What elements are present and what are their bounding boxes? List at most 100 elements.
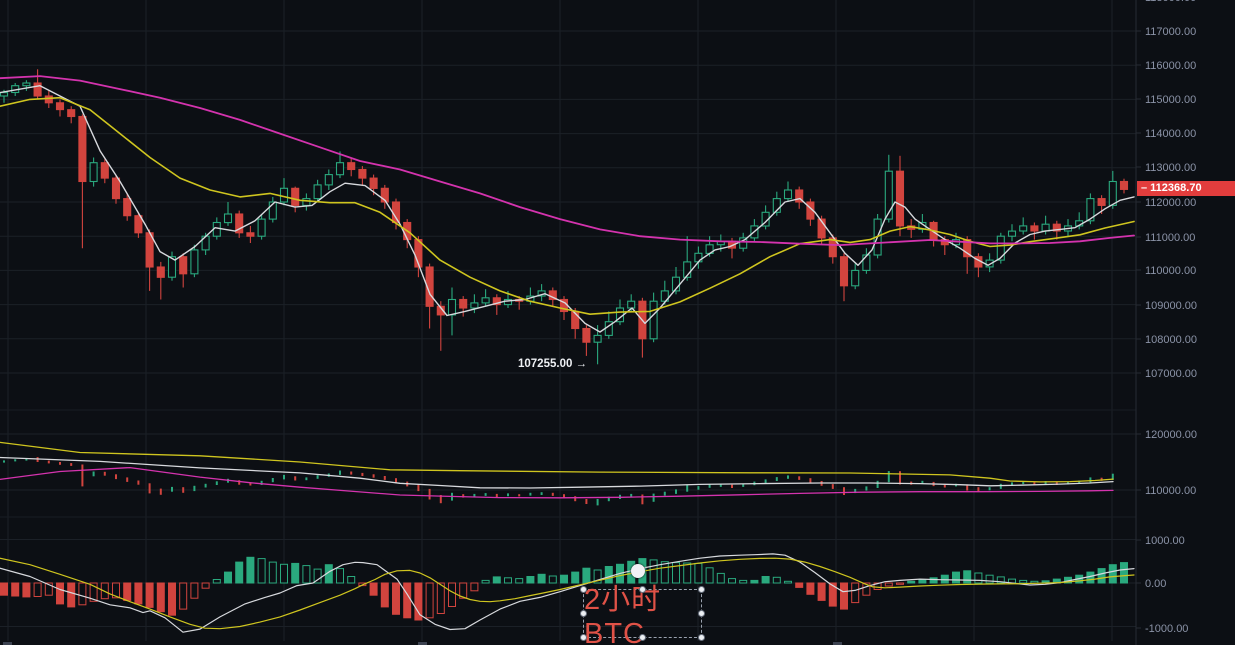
candle-up [302, 198, 311, 206]
macd-bar-down [156, 582, 165, 613]
macd-bar-up [302, 565, 311, 584]
macd-bar-down [795, 582, 804, 588]
price-axis-label: 107000.00 [1145, 368, 1197, 380]
candle-up [313, 184, 322, 200]
macd-bar-down [11, 582, 20, 597]
candle-down [134, 215, 143, 234]
price-axis-label: 116000.00 [1145, 60, 1196, 72]
macd-bar-up [571, 571, 580, 584]
macd-bar-up [1097, 568, 1106, 584]
candle-down [179, 256, 188, 275]
macd-bar-down [851, 582, 860, 604]
macd-bar-down [862, 582, 871, 596]
candle-up [212, 221, 221, 237]
macd-bar-down [840, 582, 848, 610]
candle-down [44, 95, 53, 104]
macd-bar-up [291, 562, 300, 584]
macd-bar-up [268, 561, 277, 584]
macd-bar-up [1019, 579, 1028, 584]
macd-bar-up [280, 563, 288, 584]
macd-bar-down [873, 582, 882, 590]
macd-bar-down [145, 582, 154, 608]
macd-bar-up [313, 568, 322, 584]
macd-bar-up [504, 577, 512, 584]
candle-down [459, 298, 468, 309]
resize-handle-bottom-center[interactable] [639, 634, 646, 641]
candle-down [358, 168, 367, 179]
macd-bar-down [179, 582, 188, 610]
macd-bar-up [739, 579, 748, 584]
candle-up [268, 201, 277, 220]
price-axis-label: 111000.00 [1145, 232, 1195, 244]
price-axis-label: 110000.00 [1145, 265, 1196, 277]
price-axis[interactable]: 118000.00 117000.00 116000.00 115000.00 1140… [1135, 0, 1197, 645]
candle-down [1052, 223, 1061, 232]
macd-bar-up [918, 579, 927, 584]
candle-down [895, 170, 905, 227]
macd-bar-up [974, 572, 983, 584]
price-axis-label: 113000.00 [1145, 162, 1196, 174]
macd-bar-up [537, 573, 546, 584]
resize-handle-top-left[interactable] [580, 586, 587, 593]
resize-handle-top-center[interactable] [639, 586, 646, 593]
text-annotation-selection-box[interactable]: 2小时BTC [580, 584, 705, 645]
resize-handle-bottom-left[interactable] [580, 634, 587, 641]
candle-up [324, 174, 333, 186]
overview-lines-layer [0, 441, 1114, 499]
candle-up [223, 213, 233, 224]
macd-bar-down [884, 582, 893, 587]
candle-down [347, 162, 356, 171]
macd-bar-up [347, 576, 356, 584]
macd-bar-down [425, 582, 434, 619]
annotation-drag-handle[interactable] [631, 564, 645, 578]
macd-bar-up [985, 574, 994, 584]
candle-up [1041, 223, 1050, 232]
time-label-fragment [833, 642, 842, 645]
candle-up [884, 170, 893, 220]
ma-line-ma-slow [0, 75, 1135, 247]
macd-lines-layer [0, 553, 1135, 633]
price-axis-label: 120000.00 [1145, 429, 1197, 441]
macd-bar-up [649, 559, 658, 584]
macd-line-dea [0, 557, 1135, 630]
macd-bar-down [89, 582, 98, 602]
candle-down [67, 109, 76, 118]
macd-bar-down [0, 582, 8, 596]
resize-handle-mid-left[interactable] [580, 610, 587, 617]
macd-bar-down [168, 582, 176, 616]
price-axis-label: 115000.00 [1145, 94, 1196, 106]
resize-handle-top-right[interactable] [698, 586, 705, 593]
macd-bar-up [761, 576, 770, 584]
candle-down [246, 232, 255, 237]
candle-down [425, 266, 434, 307]
resize-handle-mid-right[interactable] [698, 610, 705, 617]
macd-bar-down [33, 582, 42, 597]
macd-bar-up [1086, 571, 1095, 584]
macd-bar-up [940, 574, 949, 584]
annotation-text[interactable]: 2小时BTC [584, 584, 662, 645]
macd-bar-up [560, 574, 568, 584]
price-axis-label: 1000.00 [1145, 535, 1185, 547]
macd-bar-up [336, 568, 344, 584]
macd-bar-up [1120, 562, 1128, 584]
resize-handle-bottom-right[interactable] [698, 634, 705, 641]
time-label-fragment [3, 642, 12, 645]
macd-bar-down [134, 582, 143, 605]
candle-down [235, 213, 244, 234]
price-axis-label: 118000.00 [1145, 0, 1196, 4]
candle-up [739, 237, 748, 249]
macd-bar-down [44, 582, 53, 596]
macd-bar-up [784, 580, 792, 584]
current-price-tag: – 112368.70 [1137, 181, 1235, 196]
candle-down [369, 177, 378, 189]
candle-up [447, 298, 457, 316]
macd-bar-up [683, 562, 692, 584]
macd-bar-down [828, 582, 837, 607]
candle-up [481, 297, 490, 304]
candle-up [694, 252, 703, 263]
macd-bar-up [750, 579, 759, 584]
candle-down [795, 189, 804, 203]
candle-up [851, 269, 860, 287]
overview-line-ov-mid [0, 441, 1114, 483]
